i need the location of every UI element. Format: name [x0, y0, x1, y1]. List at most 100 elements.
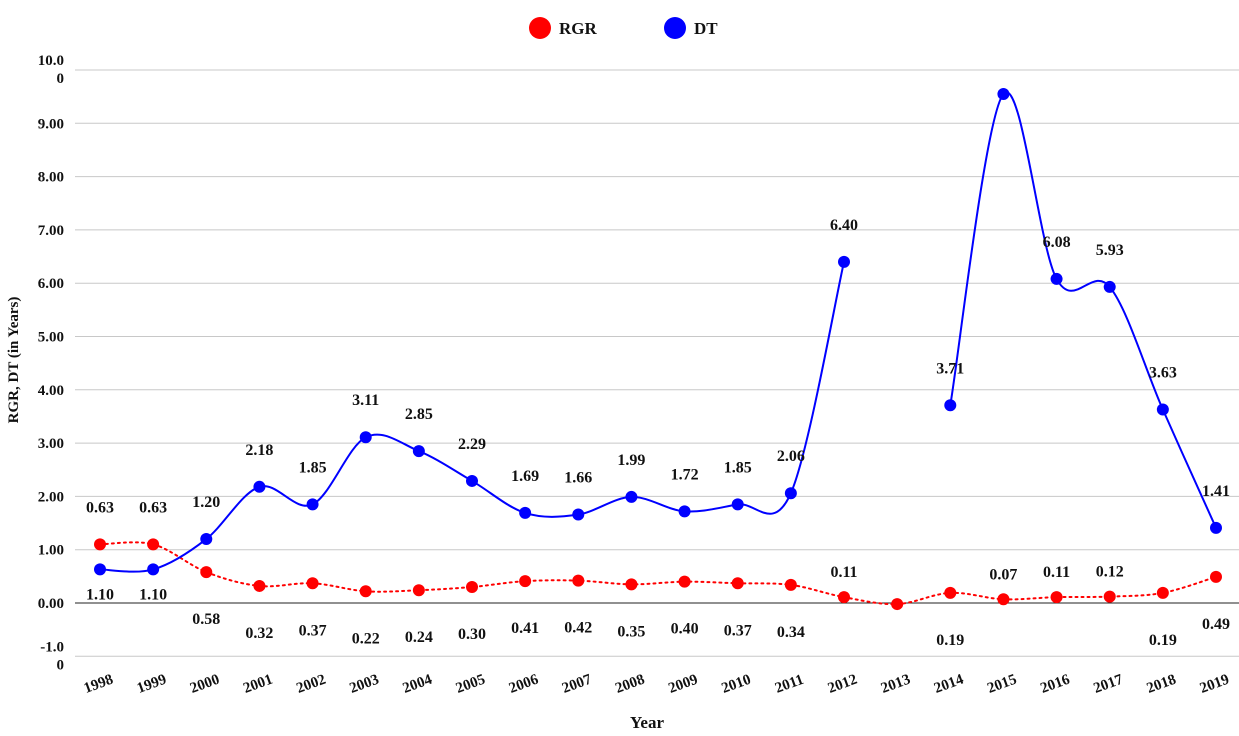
x-tick-label: 2001: [241, 672, 275, 697]
data-point: [1103, 590, 1116, 603]
data-label: 0.34: [777, 624, 805, 641]
data-label: 2.85: [405, 406, 433, 423]
data-point: [412, 445, 425, 458]
data-label: 0.42: [564, 620, 592, 637]
data-point: [519, 575, 532, 588]
data-point: [519, 506, 532, 519]
data-label: 1.72: [671, 466, 699, 483]
data-label: 0.24: [405, 629, 433, 646]
data-point: [147, 538, 160, 551]
y-tick-label: 0.00: [38, 596, 64, 612]
data-point: [1210, 521, 1222, 534]
data-label: 5.93: [1096, 242, 1124, 259]
x-tick-label: 2007: [560, 671, 594, 696]
data-label: 0.41: [511, 620, 539, 637]
y-tick-label: 6.00: [38, 276, 64, 292]
data-label: 0.19: [936, 632, 964, 649]
data-point: [359, 431, 372, 444]
data-label: 0.12: [1096, 564, 1124, 581]
data-point: [200, 566, 213, 579]
data-point: [678, 575, 691, 588]
x-tick-label: 2014: [932, 671, 966, 696]
data-label: 0.22: [352, 630, 380, 647]
data-label: 2.29: [458, 436, 486, 453]
data-label: 1.99: [617, 452, 645, 469]
x-tick-label: 2006: [507, 671, 541, 696]
data-label: 0.35: [617, 623, 645, 640]
x-tick-label: 2019: [1198, 672, 1232, 697]
x-tick-label: 1999: [135, 672, 169, 697]
data-point: [784, 578, 797, 591]
x-tick-label: 2013: [879, 672, 913, 697]
data-label: 0.40: [671, 621, 699, 638]
data-point: [838, 591, 850, 604]
x-tick-label: 2000: [188, 672, 222, 697]
data-point: [200, 533, 213, 546]
y-tick-label: 4.00: [38, 383, 64, 399]
x-tick-label: 2008: [613, 672, 647, 697]
x-tick-label: 2009: [666, 672, 700, 697]
data-point: [466, 581, 478, 594]
x-tick-label: 2018: [1145, 672, 1179, 697]
data-label: 1.69: [511, 468, 539, 485]
data-label: 0.07: [989, 566, 1017, 583]
data-point: [678, 505, 691, 518]
data-point: [306, 498, 319, 511]
data-label: 1.85: [724, 459, 752, 476]
x-tick-label: 2012: [826, 672, 860, 697]
data-point: [466, 474, 478, 487]
data-point: [731, 577, 744, 590]
y-tick-label: 5.00: [38, 330, 64, 346]
data-point: [997, 593, 1010, 606]
data-point: [997, 87, 1010, 100]
data-point: [944, 586, 957, 599]
data-label: 1.20: [192, 494, 220, 511]
data-label: 3.11: [352, 392, 379, 409]
x-tick-label: 2015: [985, 672, 1019, 697]
data-label: 3.63: [1149, 365, 1177, 382]
data-label: 0.32: [245, 625, 273, 642]
data-label: 6.40: [830, 217, 858, 234]
data-point: [1050, 272, 1063, 285]
series-line: [99, 91, 1217, 573]
data-point: [572, 574, 585, 587]
data-label: 0.11: [830, 564, 857, 581]
data-label: 0.37: [299, 622, 327, 639]
y-tick-label: 1.00: [38, 543, 64, 559]
data-label: 1.10: [86, 586, 114, 603]
data-label: 1.66: [564, 470, 592, 487]
x-tick-label: 1998: [82, 672, 116, 697]
legend-swatch: [664, 17, 686, 39]
y-tick-label: -1.0 0: [40, 639, 64, 673]
data-point: [412, 584, 425, 597]
data-point: [359, 585, 372, 598]
data-label: 0.63: [86, 499, 114, 516]
y-axis-title: RGR, DT (in Years): [6, 297, 22, 424]
data-point: [1156, 586, 1169, 599]
data-label: 0.30: [458, 626, 486, 643]
data-label: 0.49: [1202, 616, 1230, 633]
data-label: 0.58: [192, 611, 220, 628]
x-tick-label: 2016: [1038, 671, 1072, 696]
x-tick-label: 2003: [348, 672, 382, 697]
series-line: [99, 541, 1217, 606]
data-point: [306, 577, 319, 590]
legend-label: DT: [694, 19, 718, 38]
y-tick-label: 10.0 0: [38, 53, 64, 87]
x-tick-label: 2017: [1092, 671, 1126, 696]
x-tick-label: 2005: [454, 672, 488, 697]
data-point: [94, 538, 106, 551]
data-point: [147, 563, 160, 576]
x-tick-label: 2002: [294, 672, 328, 697]
data-point: [625, 490, 638, 503]
y-tick-label: 3.00: [38, 436, 64, 452]
data-point: [1050, 591, 1063, 604]
data-label: 0.37: [724, 622, 752, 639]
data-point: [1103, 280, 1116, 293]
data-point: [253, 480, 266, 493]
data-label: 1.41: [1202, 483, 1230, 500]
data-label: 0.19: [1149, 632, 1177, 649]
data-label: 0.11: [1043, 564, 1070, 581]
data-label: 2.18: [245, 442, 273, 459]
